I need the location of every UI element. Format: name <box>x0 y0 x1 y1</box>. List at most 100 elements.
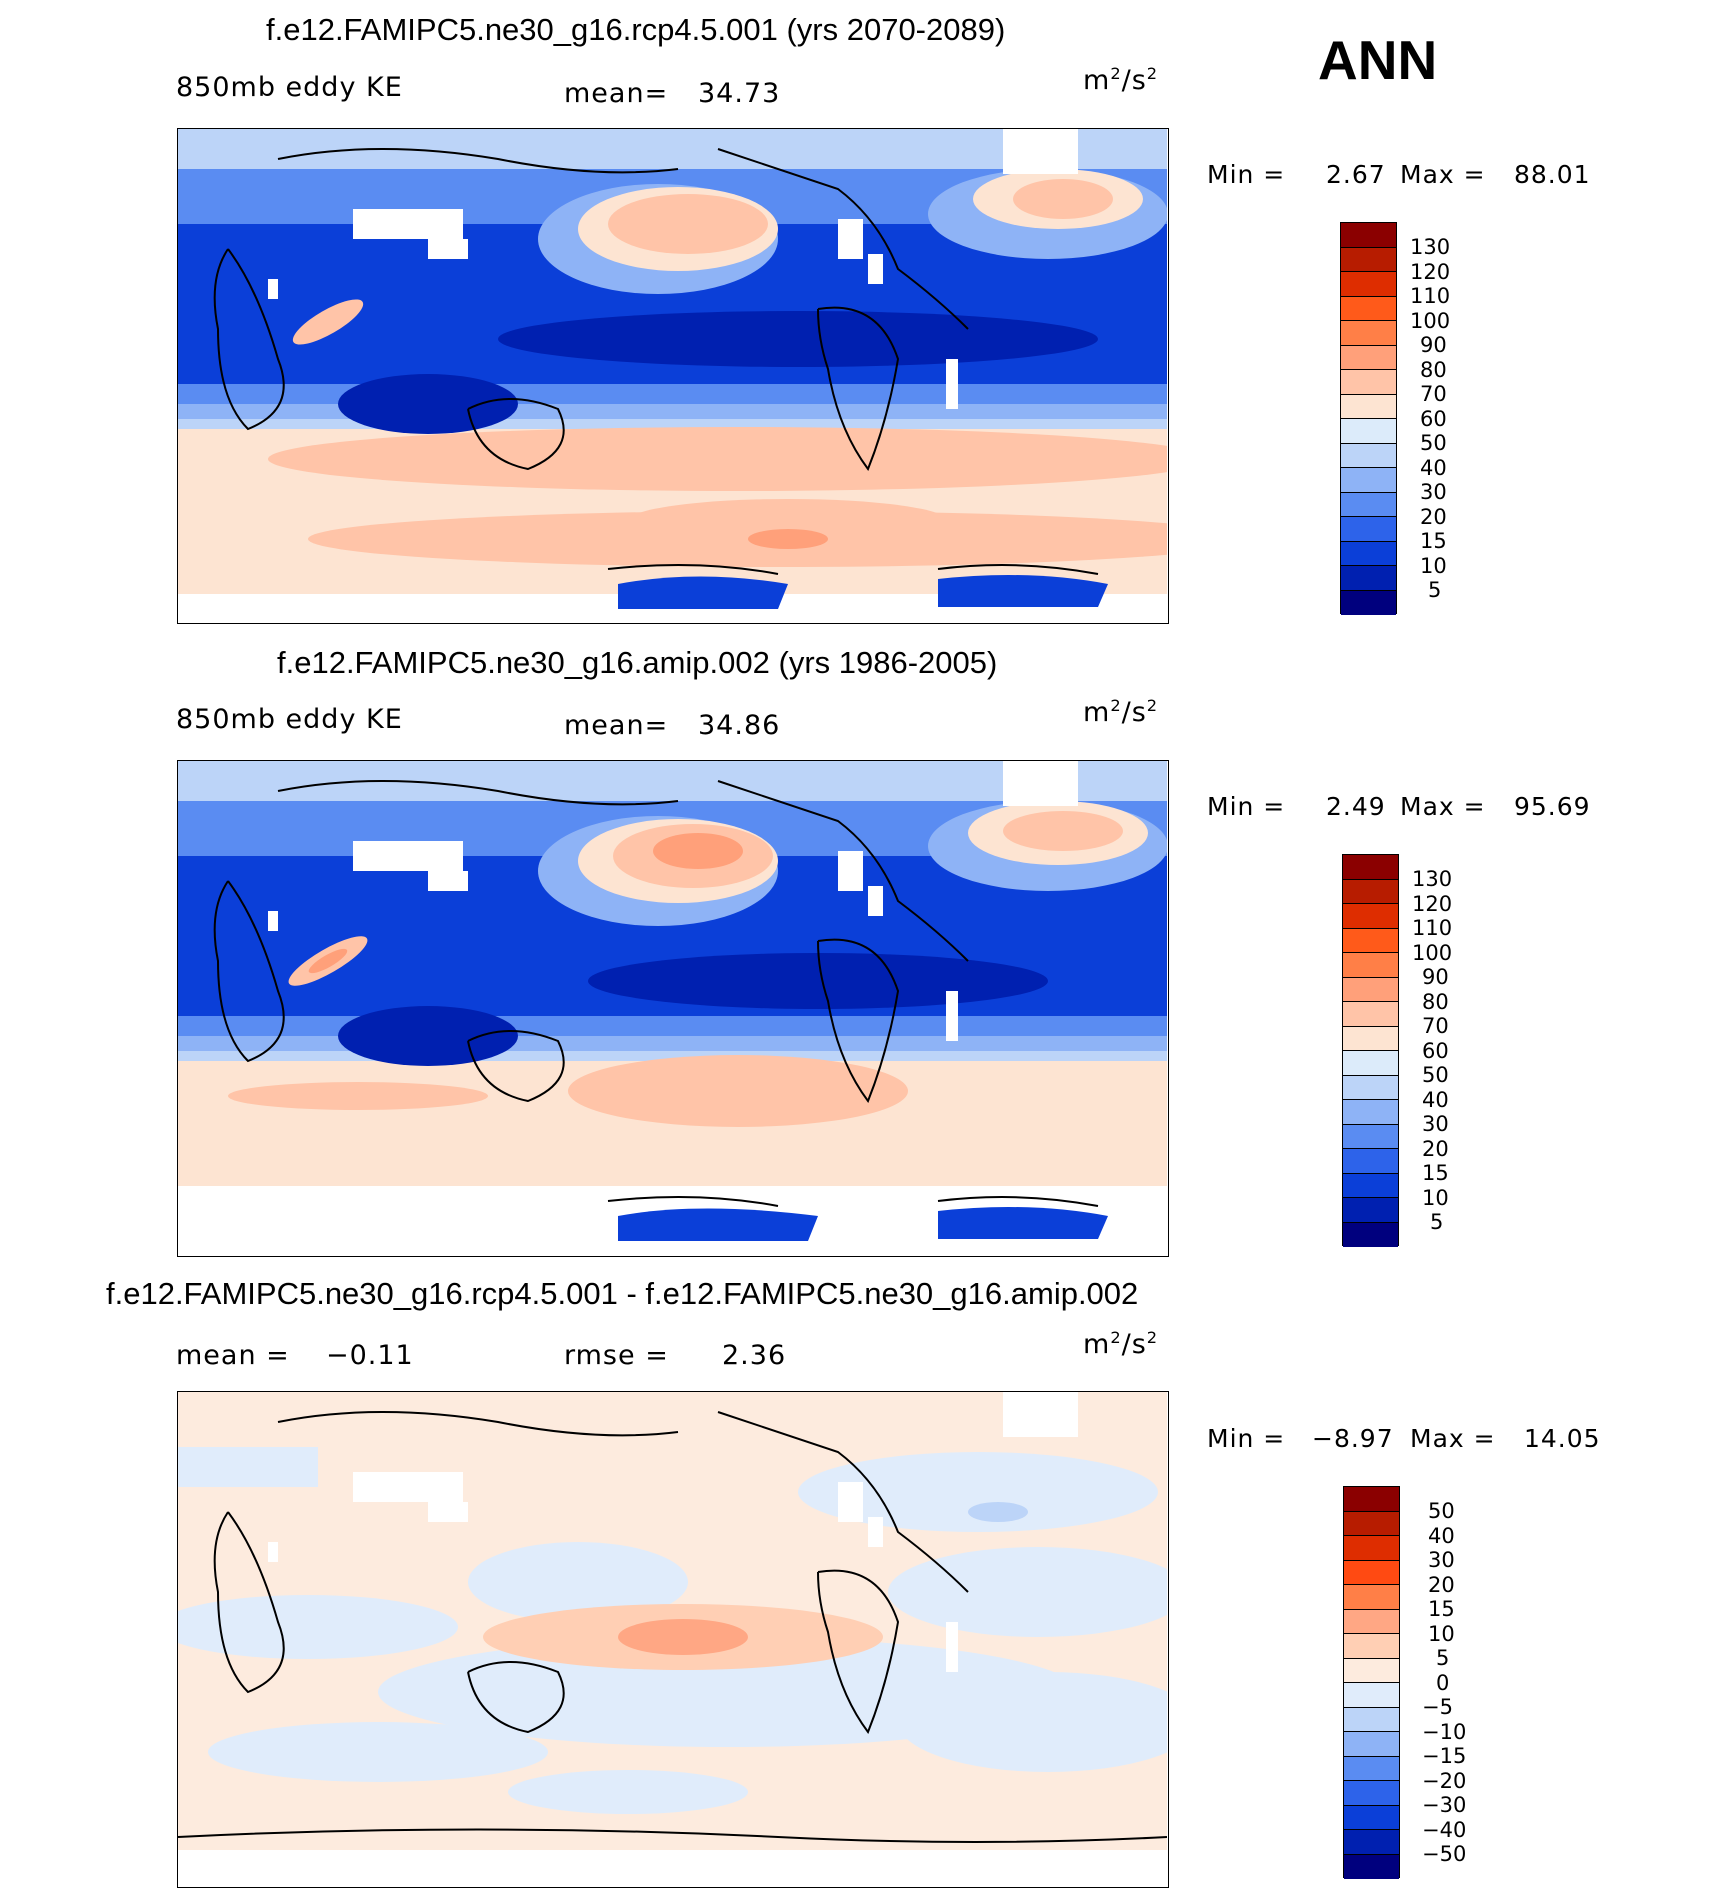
panel-1-colorbar-swatch <box>1341 394 1396 419</box>
panel-1-tick-label: 100 <box>1410 308 1451 333</box>
panel-1-max-value: 88.01 <box>1514 160 1591 189</box>
panel-3-colorbar-swatch <box>1344 1609 1399 1634</box>
panel-3-colorbar-swatch <box>1344 1511 1399 1536</box>
panel-1-variable-label: 850mb eddy KE <box>176 72 403 103</box>
panel-1-colorbar-swatch <box>1341 223 1396 248</box>
panel-3-tick-label: −50 <box>1422 1842 1467 1866</box>
panel-2-tick-label: 40 <box>1422 1087 1449 1112</box>
season-label: ANN <box>1318 29 1438 91</box>
panel-3-colorbar-swatch <box>1344 1805 1399 1830</box>
panel-2-colorbar-swatch <box>1343 904 1398 929</box>
panel-3-colorbar-swatch <box>1344 1634 1399 1659</box>
panel-3-colorbar-swatch <box>1344 1487 1399 1512</box>
panel-1-min-label: Min = <box>1207 160 1286 189</box>
panel-3-max-label: Max = <box>1410 1424 1496 1453</box>
panel-1-tick-label: 70 <box>1420 382 1447 406</box>
panel-2-colorbar-swatch <box>1343 928 1398 953</box>
panel-2-colorbar-swatch <box>1343 1124 1398 1149</box>
panel-3-colorbar-swatch <box>1344 1732 1399 1757</box>
panel-1-colorbar-swatch <box>1341 468 1396 493</box>
panel-1-colorbar-swatch <box>1341 517 1396 542</box>
panel-2-tick-label: 60 <box>1422 1038 1449 1063</box>
panel-2-colorbar-swatch <box>1343 953 1398 978</box>
panel-1-tick-label: 50 <box>1420 431 1447 455</box>
panel-3-units: m2/s2 <box>1083 1328 1159 1360</box>
panel-1-units: m2/s2 <box>1083 64 1159 96</box>
panel-1-tick-label: 5 <box>1428 578 1442 602</box>
panel-1-tick-label: 120 <box>1410 259 1451 284</box>
panel-1-colorbar-swatch <box>1341 443 1396 468</box>
panel-2-tick-label: 70 <box>1422 1014 1449 1038</box>
panel-2-colorbar-swatch <box>1343 1075 1398 1100</box>
panel-1-colorbar-swatch <box>1341 321 1396 346</box>
panel-1-mean-value: 34.73 <box>698 78 781 109</box>
panel-3-tick-label: 5 <box>1436 1646 1450 1670</box>
panel-3-tick-label: −30 <box>1422 1793 1467 1817</box>
panel-1-colorbar-swatch <box>1341 419 1396 444</box>
panel-2-tick-label: 80 <box>1422 989 1449 1014</box>
panel-3-mean-value: −0.11 <box>326 1340 414 1371</box>
panel-2-min-value: 2.49 <box>1326 792 1386 821</box>
panel-3-tick-label: −40 <box>1422 1817 1467 1842</box>
panel-2-colorbar-swatch <box>1343 1026 1398 1051</box>
panel-2-max-value: 95.69 <box>1514 792 1591 821</box>
panel-2-colorbar-swatch <box>1343 1100 1398 1125</box>
panel-1-max-label: Max = <box>1400 160 1486 189</box>
panel-1-tick-label: 40 <box>1420 455 1447 480</box>
panel-1-colorbar-swatch <box>1341 566 1396 591</box>
panel-2-colorbar-swatch <box>1343 1173 1398 1198</box>
panel-1-tick-label: 130 <box>1410 235 1451 259</box>
panel-1-colorbar-swatch <box>1341 345 1396 370</box>
panel-1-colorbar-swatch <box>1341 541 1396 566</box>
panel-3-min-value: −8.97 <box>1312 1424 1394 1453</box>
panel-3-tick-label: −20 <box>1422 1768 1467 1793</box>
panel-1-map <box>177 128 1169 624</box>
panel-3-tick-label: −5 <box>1422 1695 1453 1719</box>
panel-2-colorbar-swatch <box>1343 855 1398 880</box>
panel-2-map <box>177 760 1169 1257</box>
panel-3-map <box>177 1391 1169 1888</box>
panel-1-colorbar-swatch <box>1341 492 1396 517</box>
panel-2-tick-label: 5 <box>1430 1210 1444 1234</box>
panel-3-colorbar-swatch <box>1344 1658 1399 1683</box>
panel-2-tick-label: 10 <box>1422 1185 1449 1210</box>
panel-1-tick-label: 15 <box>1420 529 1447 553</box>
panel-2-tick-label: 50 <box>1422 1063 1449 1087</box>
panel-1-min-value: 2.67 <box>1326 160 1386 189</box>
panel-3-tick-label: 0 <box>1436 1670 1450 1695</box>
panel-3-tick-label: 50 <box>1428 1499 1455 1523</box>
panel-3-tick-label: 15 <box>1428 1597 1455 1621</box>
panel-2-max-label: Max = <box>1400 792 1486 821</box>
panel-1-mean-label: mean= <box>564 78 669 109</box>
panel-1-colorbar <box>1340 222 1397 615</box>
panel-1-tick-label: 10 <box>1420 553 1447 578</box>
panel-1-tick-label: 110 <box>1410 284 1451 308</box>
panel-2-min-label: Min = <box>1207 792 1286 821</box>
panel-3-tick-label: 30 <box>1428 1548 1455 1572</box>
panel-3-colorbar-swatch <box>1344 1756 1399 1781</box>
panel-3-colorbar-swatch <box>1344 1560 1399 1585</box>
panel-3-rmse-value: 2.36 <box>722 1340 787 1371</box>
panel-2-colorbar-swatch <box>1343 1198 1398 1223</box>
panel-2-mean-value: 34.86 <box>698 710 781 741</box>
panel-1-colorbar-swatch <box>1341 590 1396 615</box>
panel-2-colorbar-swatch <box>1343 977 1398 1002</box>
panel-3-colorbar-swatch <box>1344 1536 1399 1561</box>
panel-2-tick-label: 15 <box>1422 1161 1449 1185</box>
panel-2-colorbar-swatch <box>1343 879 1398 904</box>
panel-3-colorbar-swatch <box>1344 1830 1399 1855</box>
panel-2-title: f.e12.FAMIPC5.ne30_g16.amip.002 (yrs 198… <box>277 645 998 680</box>
panel-3-min-label: Min = <box>1207 1424 1286 1453</box>
panel-3-colorbar <box>1343 1486 1400 1879</box>
panel-2-tick-label: 130 <box>1412 867 1453 891</box>
panel-3-tick-label: −15 <box>1422 1744 1467 1768</box>
panel-2-tick-label: 100 <box>1412 940 1453 965</box>
panel-1-tick-label: 90 <box>1420 333 1447 357</box>
panel-2-tick-label: 90 <box>1422 965 1449 989</box>
panel-1-colorbar-swatch <box>1341 296 1396 321</box>
panel-2-tick-label: 20 <box>1422 1136 1449 1161</box>
panel-3-rmse-label: rmse = <box>564 1340 669 1371</box>
panel-1-tick-label: 80 <box>1420 357 1447 382</box>
panel-2-colorbar <box>1342 854 1399 1247</box>
panel-2-colorbar-swatch <box>1343 1222 1398 1247</box>
